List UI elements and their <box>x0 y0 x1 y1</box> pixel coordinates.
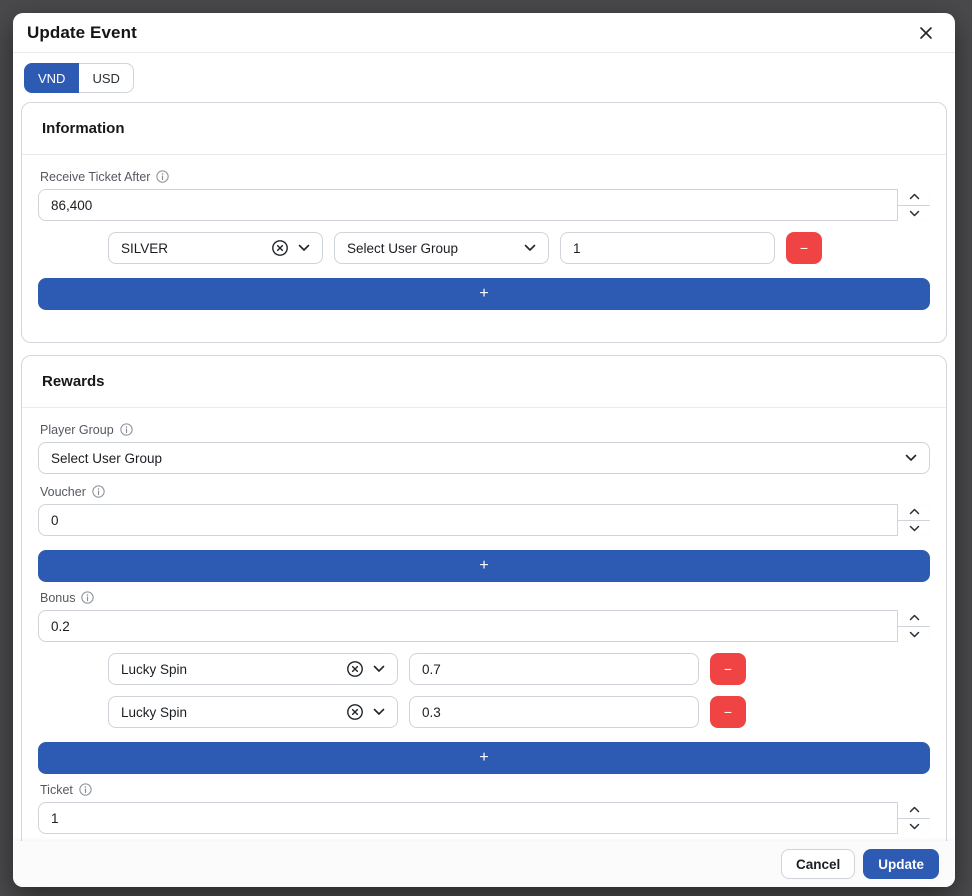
receive-ticket-after-number-input <box>38 189 930 221</box>
decrement-button[interactable] <box>898 818 930 834</box>
ticket-count-field[interactable] <box>560 232 775 264</box>
close-button[interactable] <box>914 21 938 45</box>
player-group-select-value: Select User Group <box>51 450 163 466</box>
clear-icon[interactable] <box>271 239 289 257</box>
update-button[interactable]: Update <box>863 849 939 879</box>
close-icon <box>920 26 932 39</box>
tier-select[interactable]: SILVER <box>108 232 323 264</box>
currency-tab-group: VND USD <box>24 63 134 93</box>
chevron-down-icon <box>524 244 536 251</box>
chevron-up-icon <box>909 509 919 515</box>
ticket-tier-row: SILVER Select User Group <box>108 232 930 264</box>
chevron-down-icon <box>909 525 919 531</box>
rewards-card: Rewards Player Group Select User Group <box>21 355 947 841</box>
voucher-field[interactable] <box>38 504 930 536</box>
select-icons <box>905 454 917 462</box>
remove-row-button[interactable]: − <box>710 653 746 685</box>
number-spinner <box>897 610 930 642</box>
rewards-card-title: Rewards <box>22 356 946 408</box>
bonus-field[interactable] <box>38 610 930 642</box>
decrement-button[interactable] <box>898 626 930 642</box>
tab-vnd-label: VND <box>38 70 66 86</box>
bonus-row: Lucky Spin − <box>108 653 930 685</box>
modal-header: Update Event <box>13 13 955 53</box>
add-ticket-row-button[interactable]: + <box>38 278 930 310</box>
voucher-label-text: Voucher <box>40 484 86 499</box>
rewards-card-body: Player Group Select User Group <box>22 408 946 841</box>
info-icon <box>119 423 133 436</box>
tier-select-value: SILVER <box>121 240 169 256</box>
increment-button[interactable] <box>898 610 930 627</box>
player-group-label: Player Group <box>40 422 930 437</box>
modal-title: Update Event <box>27 22 137 42</box>
cancel-button[interactable]: Cancel <box>780 849 856 879</box>
ticket-field[interactable] <box>38 802 930 834</box>
chevron-down-icon <box>909 210 919 216</box>
modal-footer: Cancel Update <box>13 841 955 887</box>
information-card: Information Receive Ticket After <box>21 102 947 343</box>
chevron-down-icon <box>373 708 385 715</box>
remove-row-button[interactable]: − <box>786 232 822 264</box>
clear-icon[interactable] <box>346 703 364 721</box>
bonus-rate-field[interactable] <box>409 653 699 685</box>
user-group-select[interactable]: Select User Group <box>334 232 549 264</box>
clear-icon[interactable] <box>346 660 364 678</box>
voucher-number-input <box>38 504 930 536</box>
chevron-down-icon <box>905 454 917 461</box>
bonus-number-input <box>38 610 930 642</box>
decrement-button[interactable] <box>898 520 930 536</box>
bonus-row: Lucky Spin − <box>108 696 930 728</box>
tab-usd-label: USD <box>92 70 120 86</box>
ticket-number-input <box>38 802 930 834</box>
number-spinner <box>897 189 930 221</box>
add-bonus-row-button[interactable]: + <box>38 742 930 774</box>
player-group-label-text: Player Group <box>40 422 114 437</box>
receive-ticket-after-label-text: Receive Ticket After <box>40 169 151 184</box>
increment-button[interactable] <box>898 504 930 521</box>
number-spinner <box>897 802 930 834</box>
select-icons <box>524 244 536 252</box>
chevron-down-icon <box>373 665 385 672</box>
voucher-label: Voucher <box>40 484 930 499</box>
bonus-type-select[interactable]: Lucky Spin <box>108 696 398 728</box>
bonus-label-text: Bonus <box>40 590 76 605</box>
bonus-rate-field[interactable] <box>409 696 699 728</box>
chevron-up-icon <box>909 615 919 621</box>
bonus-type-select-value: Lucky Spin <box>121 704 188 720</box>
chevron-up-icon <box>909 194 919 200</box>
increment-button[interactable] <box>898 802 930 819</box>
chevron-up-icon <box>909 807 919 813</box>
select-icons <box>346 703 385 721</box>
bonus-type-select[interactable]: Lucky Spin <box>108 653 398 685</box>
number-spinner <box>897 504 930 536</box>
chevron-down-icon <box>909 823 919 829</box>
info-icon <box>156 170 170 183</box>
player-group-select[interactable]: Select User Group <box>38 442 930 474</box>
chevron-down-icon <box>298 244 310 251</box>
bonus-label: Bonus <box>40 590 930 605</box>
select-icons <box>271 239 310 257</box>
tab-usd[interactable]: USD <box>79 63 134 93</box>
update-event-modal: Update Event VND USD Information Receive… <box>13 13 955 887</box>
modal-body: VND USD Information Receive Ticket After <box>13 53 955 841</box>
info-icon <box>92 485 105 498</box>
add-voucher-button[interactable]: + <box>38 550 930 582</box>
user-group-select-value: Select User Group <box>347 240 459 256</box>
select-icons <box>346 660 385 678</box>
bonus-type-select-value: Lucky Spin <box>121 661 188 677</box>
increment-button[interactable] <box>898 189 930 206</box>
decrement-button[interactable] <box>898 205 930 221</box>
chevron-down-icon <box>909 631 919 637</box>
information-card-title: Information <box>22 103 946 155</box>
remove-row-button[interactable]: − <box>710 696 746 728</box>
ticket-label-text: Ticket <box>40 782 73 797</box>
info-icon <box>81 591 95 604</box>
information-card-body: Receive Ticket After <box>22 155 946 342</box>
receive-ticket-after-field[interactable] <box>38 189 930 221</box>
tab-vnd[interactable]: VND <box>24 63 80 93</box>
ticket-label: Ticket <box>40 782 930 797</box>
info-icon <box>79 783 92 796</box>
receive-ticket-after-label: Receive Ticket After <box>40 169 930 184</box>
